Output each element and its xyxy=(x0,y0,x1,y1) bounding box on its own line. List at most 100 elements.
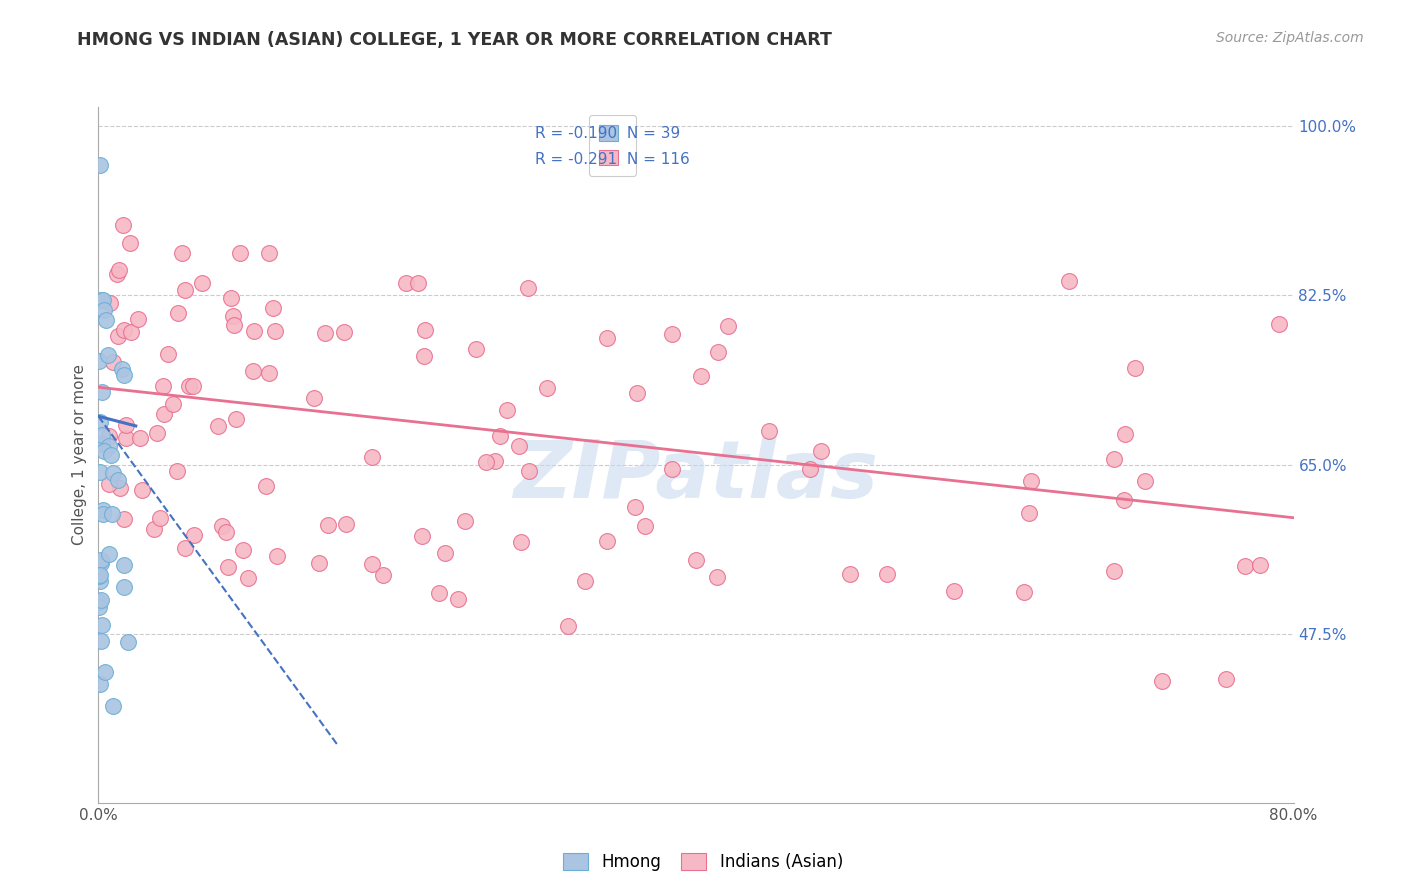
Point xyxy=(152,379,174,393)
Point xyxy=(595,331,617,345)
Point xyxy=(115,418,138,433)
Point xyxy=(266,549,288,563)
Point xyxy=(717,318,740,333)
Point xyxy=(112,323,135,337)
Point xyxy=(371,568,394,582)
Point xyxy=(257,366,280,380)
Point xyxy=(1018,506,1040,520)
Point xyxy=(1019,474,1042,488)
Point xyxy=(333,325,356,339)
Point xyxy=(127,312,149,326)
Point xyxy=(222,309,245,323)
Point xyxy=(97,477,120,491)
Point xyxy=(143,522,166,536)
Point xyxy=(211,519,233,533)
Point xyxy=(179,379,201,393)
Point xyxy=(166,306,188,320)
Point xyxy=(415,322,437,336)
Text: Source: ZipAtlas.com: Source: ZipAtlas.com xyxy=(1216,31,1364,45)
Point xyxy=(1104,564,1126,578)
Point xyxy=(596,533,619,548)
Point xyxy=(183,527,205,541)
Point xyxy=(97,439,120,453)
Point xyxy=(153,408,176,422)
Point xyxy=(131,483,153,498)
Point xyxy=(360,558,382,572)
Point xyxy=(97,348,120,362)
Point xyxy=(100,449,122,463)
Point xyxy=(90,384,112,399)
Point xyxy=(129,431,152,445)
Point xyxy=(115,431,138,445)
Point xyxy=(536,381,558,395)
Point xyxy=(120,325,142,339)
Point xyxy=(112,581,135,595)
Point xyxy=(149,510,172,524)
Point xyxy=(89,465,111,479)
Point xyxy=(254,479,277,493)
Point xyxy=(108,481,131,495)
Point xyxy=(1014,585,1036,599)
Point xyxy=(93,302,115,317)
Point xyxy=(661,461,683,475)
Point xyxy=(217,560,239,574)
Point xyxy=(120,235,142,250)
Point xyxy=(229,246,252,260)
Point xyxy=(810,444,832,458)
Point xyxy=(111,218,134,232)
Point xyxy=(474,455,496,469)
Point xyxy=(264,324,287,338)
Point xyxy=(87,600,110,615)
Point xyxy=(395,276,418,290)
Point xyxy=(574,574,596,588)
Point xyxy=(411,529,433,543)
Point xyxy=(89,567,111,582)
Point xyxy=(108,263,131,277)
Legend: Hmong, Indians (Asian): Hmong, Indians (Asian) xyxy=(555,845,851,880)
Point xyxy=(112,558,135,573)
Point xyxy=(1112,493,1135,508)
Point xyxy=(90,592,112,607)
Point xyxy=(447,592,470,607)
Text: R = -0.291  N = 116: R = -0.291 N = 116 xyxy=(534,153,689,168)
Point xyxy=(484,454,506,468)
Point xyxy=(221,292,243,306)
Point xyxy=(90,553,112,567)
Y-axis label: College, 1 year or more: College, 1 year or more xyxy=(72,365,87,545)
Point xyxy=(98,547,121,561)
Point xyxy=(94,665,117,680)
Point xyxy=(464,342,486,356)
Point xyxy=(89,416,111,430)
Point xyxy=(89,569,111,583)
Point xyxy=(1152,673,1174,688)
Point xyxy=(942,584,965,599)
Point xyxy=(91,427,114,442)
Point xyxy=(626,386,648,401)
Point xyxy=(557,619,579,633)
Point xyxy=(412,350,434,364)
Point xyxy=(191,276,214,290)
Point xyxy=(107,329,129,343)
Point xyxy=(314,326,336,340)
Point xyxy=(232,543,254,558)
Point xyxy=(1125,361,1147,376)
Point xyxy=(1102,452,1125,467)
Point xyxy=(87,594,110,608)
Point xyxy=(111,361,134,376)
Point xyxy=(838,567,860,582)
Point xyxy=(1059,274,1081,288)
Point xyxy=(236,571,259,585)
Point xyxy=(107,473,129,487)
Point xyxy=(1234,558,1257,573)
Point xyxy=(517,281,540,295)
Point xyxy=(101,467,124,481)
Point xyxy=(304,392,326,406)
Point xyxy=(316,518,339,533)
Point xyxy=(758,424,780,438)
Point xyxy=(706,570,728,584)
Point xyxy=(162,397,184,411)
Point xyxy=(707,345,730,359)
Point xyxy=(624,500,647,515)
Point xyxy=(406,276,429,290)
Point xyxy=(94,312,117,326)
